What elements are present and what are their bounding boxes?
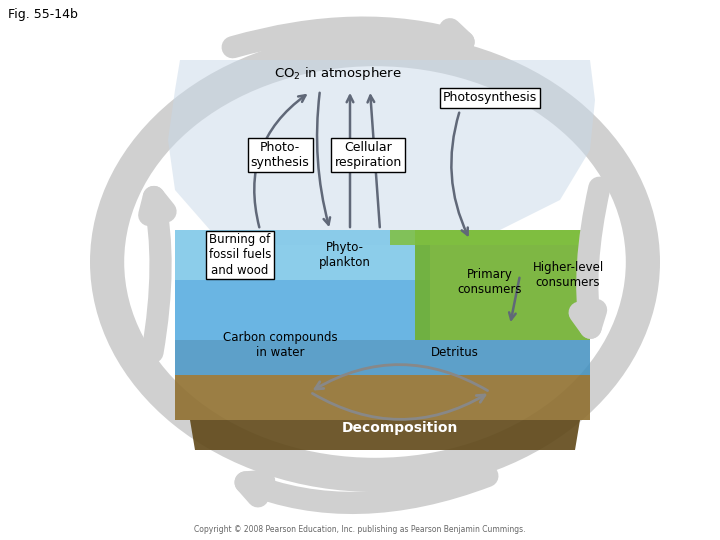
Polygon shape	[390, 230, 590, 245]
Text: Cellular
respiration: Cellular respiration	[334, 141, 402, 169]
Text: Primary
consumers: Primary consumers	[458, 268, 522, 296]
Text: Carbon compounds
in water: Carbon compounds in water	[222, 331, 337, 359]
Text: CO$_2$ in atmosphere: CO$_2$ in atmosphere	[274, 65, 402, 83]
Ellipse shape	[124, 66, 626, 458]
Polygon shape	[175, 375, 590, 420]
Text: Decomposition: Decomposition	[342, 421, 458, 435]
Text: Burning of
fossil fuels
and wood: Burning of fossil fuels and wood	[209, 233, 271, 276]
Ellipse shape	[90, 32, 660, 492]
Text: Phyto-
plankton: Phyto- plankton	[319, 241, 371, 269]
Polygon shape	[175, 280, 430, 340]
Text: Photo-
synthesis: Photo- synthesis	[251, 141, 310, 169]
Text: Photosynthesis: Photosynthesis	[443, 91, 537, 105]
Polygon shape	[175, 340, 590, 375]
Polygon shape	[168, 60, 595, 245]
Text: Copyright © 2008 Pearson Education, Inc. publishing as Pearson Benjamin Cummings: Copyright © 2008 Pearson Education, Inc.…	[194, 525, 526, 534]
Text: Fig. 55-14b: Fig. 55-14b	[8, 8, 78, 21]
Polygon shape	[190, 420, 580, 450]
Polygon shape	[175, 230, 430, 280]
Text: Higher-level
consumers: Higher-level consumers	[532, 261, 603, 289]
Text: Detritus: Detritus	[431, 346, 479, 359]
Polygon shape	[415, 230, 590, 340]
